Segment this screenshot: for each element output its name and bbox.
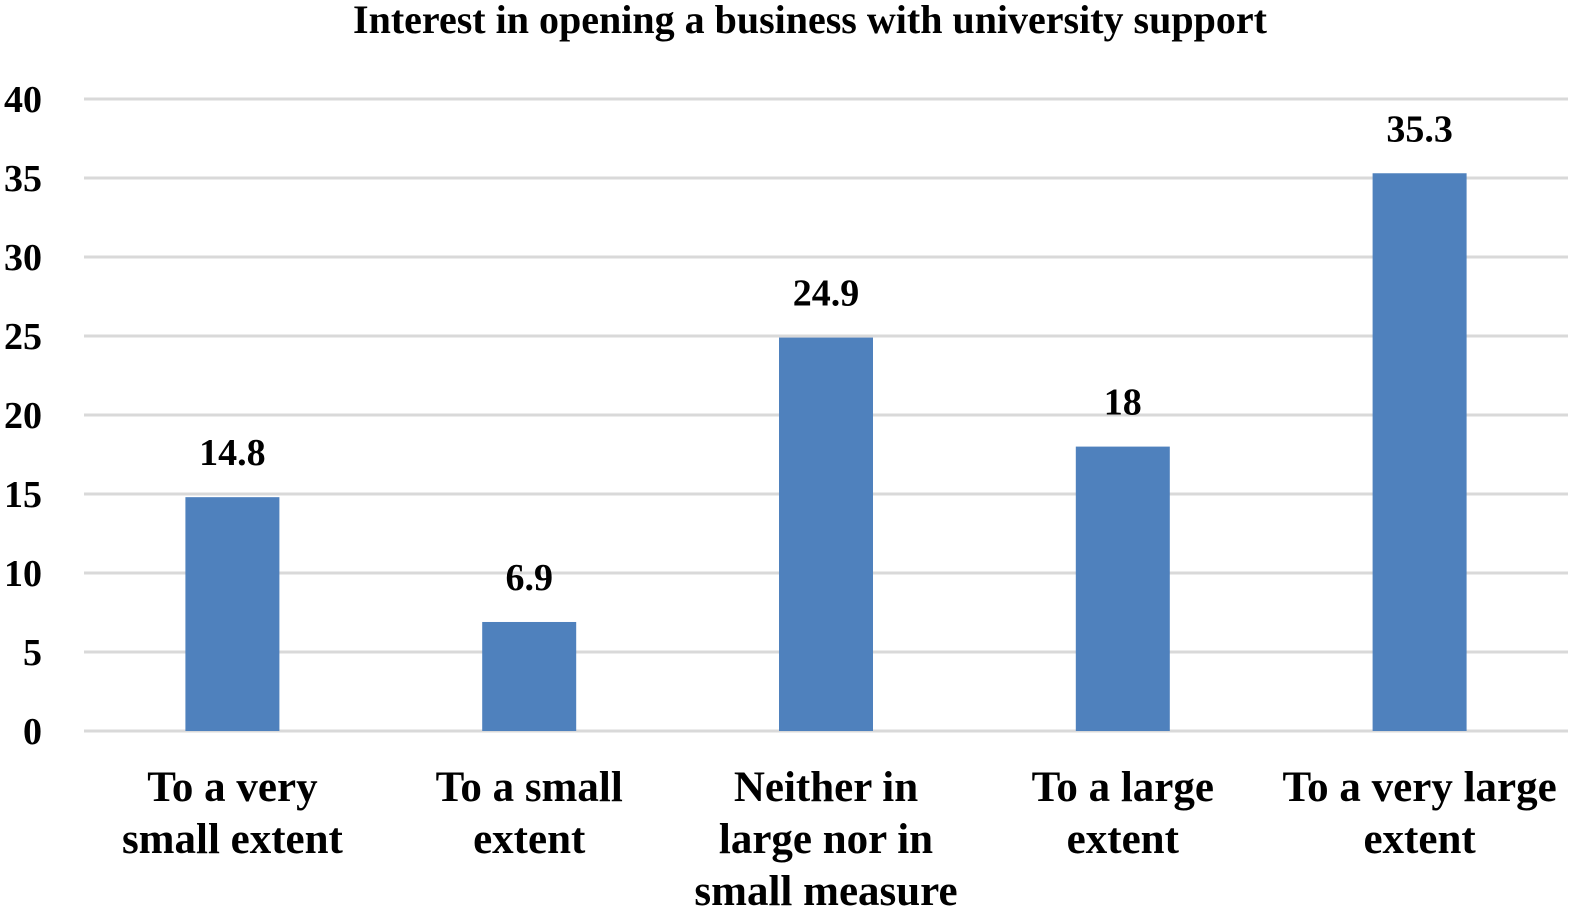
- category-label: small extent: [122, 816, 344, 863]
- y-axis-tick-labels: 0 5 10 15 20 25 30 35 40: [4, 79, 42, 753]
- category-label: To a very: [147, 764, 318, 811]
- y-tick-label: 5: [23, 632, 42, 674]
- y-tick-label: 10: [4, 553, 42, 595]
- y-tick-label: 25: [4, 316, 42, 358]
- chart-title: Interest in opening a business with univ…: [353, 0, 1268, 42]
- x-axis-category-labels: To a very small extent To a small extent Nei…: [122, 764, 1557, 915]
- bar: [1372, 173, 1467, 731]
- bar: [1075, 446, 1170, 731]
- category-label: extent: [1067, 816, 1180, 863]
- y-tick-label: 15: [4, 474, 42, 516]
- category-label: To a small: [436, 764, 623, 811]
- data-label: 6.9: [505, 557, 553, 599]
- y-tick-label: 30: [4, 237, 42, 279]
- data-label: 24.9: [793, 273, 860, 315]
- bars: [185, 173, 1467, 731]
- y-tick-label: 20: [4, 395, 42, 437]
- y-tick-label: 0: [23, 711, 42, 753]
- category-label: extent: [473, 816, 586, 863]
- data-label: 35.3: [1386, 108, 1453, 150]
- category-label: large nor in: [719, 816, 933, 863]
- data-label: 18: [1104, 382, 1142, 424]
- data-labels: 14.8 6.9 24.9 18 35.3: [199, 108, 1453, 599]
- category-label: extent: [1363, 816, 1476, 863]
- bar: [185, 497, 280, 731]
- category-label: To a large: [1032, 764, 1214, 811]
- bar: [779, 337, 873, 731]
- category-label: To a very large: [1282, 764, 1556, 811]
- data-label: 14.8: [199, 432, 266, 474]
- y-tick-label: 35: [4, 158, 42, 200]
- bar: [482, 621, 577, 731]
- category-label: small measure: [694, 868, 957, 915]
- y-tick-label: 40: [4, 79, 42, 121]
- category-label: Neither in: [734, 764, 918, 811]
